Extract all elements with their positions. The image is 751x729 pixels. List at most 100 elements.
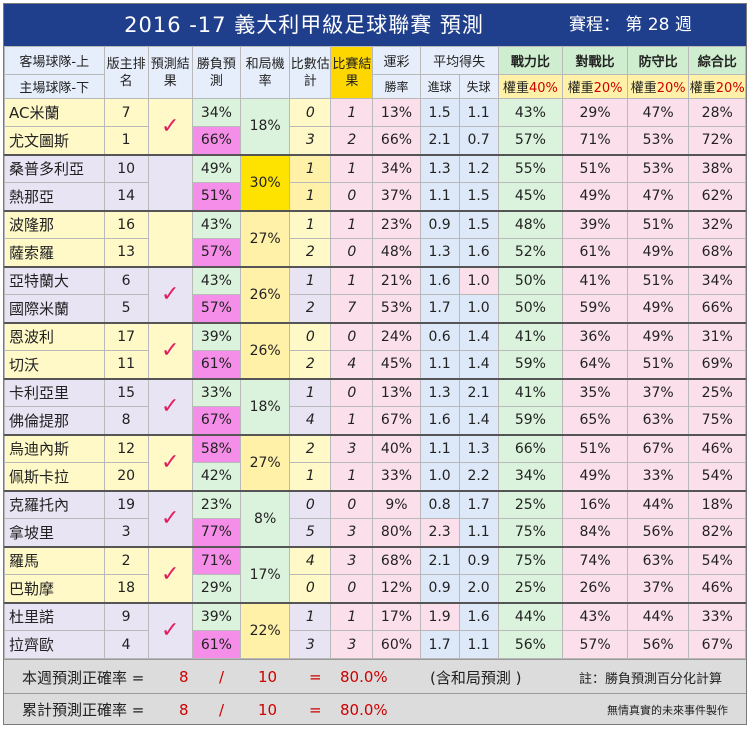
win-probability: 39%: [191, 601, 242, 631]
table-row: 亞特蘭大 6 ✓ 43% 26% 1 1 21% 1.6 1.0 50% 41% 51% 34%: [4, 265, 746, 323]
team-rank: 2: [103, 545, 149, 575]
table-row: 切沃 11 61% 2 4 45% 1.1 1.4 59% 64% 51% 69%: [4, 350, 746, 379]
stat-power: 55%: [497, 153, 564, 183]
check-mark-icon: ✓: [161, 338, 180, 363]
stat-lottery: 60%: [372, 630, 421, 659]
header-score-estimate: 比數估計: [289, 46, 332, 99]
match-result: 1: [330, 462, 374, 491]
score-estimate: 0: [289, 321, 332, 351]
stat-matchup: 57%: [562, 630, 628, 659]
draw-probability: 18%: [240, 98, 291, 155]
stat-ga: 1.5: [458, 182, 499, 211]
table-row: 克羅托內 19 ✓ 23% 8% 0 0 9% 0.8 1.7 25% 16% 44% 18%: [4, 489, 746, 547]
team-rank: 17: [103, 321, 149, 351]
stat-overall: 38%: [688, 153, 746, 183]
win-probability: 29%: [191, 574, 242, 603]
stat-defense: 37%: [626, 377, 690, 407]
stat-matchup: 74%: [562, 545, 628, 575]
check-mark-icon: ✓: [161, 618, 180, 644]
stat-defense: 44%: [626, 601, 690, 631]
prediction-result: ✓: [147, 265, 193, 323]
weekly-accuracy-label: 本週預測正確率 =: [22, 668, 145, 687]
team-rank: 13: [103, 238, 149, 267]
match-result: 1: [330, 601, 374, 631]
win-probability: 61%: [191, 630, 242, 659]
win-probability: 57%: [191, 294, 242, 323]
cumulative-equals: =: [309, 700, 322, 719]
team-name: 烏迪內斯: [4, 433, 105, 463]
cumulative-accuracy-rate: 80.0%: [340, 700, 388, 719]
team-name: 巴勒摩: [4, 574, 105, 603]
stat-defense: 49%: [626, 238, 690, 267]
stat-ga: 1.4: [458, 350, 499, 379]
weekly-total-count: 10: [258, 668, 278, 686]
team-name: 波隆那: [4, 209, 105, 239]
stat-overall: 69%: [688, 350, 746, 379]
stat-lottery: 68%: [372, 545, 421, 575]
stat-gf: 1.5: [419, 98, 460, 127]
table-row: 烏迪內斯 12 ✓ 58% 27% 2 3 40% 1.1 1.3 66% 51% 67% 46%: [4, 433, 746, 491]
team-name: 佛倫提那: [4, 406, 105, 435]
stat-lottery: 34%: [372, 153, 421, 183]
match-result: 0: [330, 182, 374, 211]
stat-overall: 31%: [688, 321, 746, 351]
match-result: 0: [330, 574, 374, 603]
table-row: 卡利亞里 15 ✓ 33% 18% 1 0 13% 1.3 2.1 41% 35% 37% 25%: [4, 377, 746, 435]
team-name: 佩斯卡拉: [4, 462, 105, 491]
table-row: 拿坡里 3 77% 5 3 80% 2.3 1.1 75% 84% 56% 82%: [4, 518, 746, 547]
team-name: AC米蘭: [4, 98, 105, 127]
stat-gf: 1.7: [419, 630, 460, 659]
prediction-table: 客場球隊-上 版主排名 預測結果 勝負預測 和局機率 比數估計 比賽結果 運彩 …: [4, 46, 746, 659]
match-result: 0: [330, 321, 374, 351]
stat-gf: 1.1: [419, 182, 460, 211]
team-rank: 20: [103, 462, 149, 491]
stat-overall: 68%: [688, 238, 746, 267]
cumulative-correct-count: 8: [179, 700, 189, 719]
stat-gf: 0.9: [419, 209, 460, 239]
stat-gf: 0.9: [419, 574, 460, 603]
stat-overall: 34%: [688, 265, 746, 295]
stat-power: 56%: [497, 630, 564, 659]
stat-gf: 1.6: [419, 406, 460, 435]
stat-power: 75%: [497, 518, 564, 547]
win-probability: 67%: [191, 406, 242, 435]
score-estimate: 3: [289, 630, 332, 659]
match-result: 1: [330, 209, 374, 239]
stat-matchup: 61%: [562, 238, 628, 267]
prediction-result: ✓: [147, 377, 193, 435]
stat-power: 59%: [497, 350, 564, 379]
cumulative-total-count: 10: [258, 700, 278, 719]
stat-gf: 0.8: [419, 489, 460, 519]
table-row: 巴勒摩 18 29% 0 0 12% 0.9 2.0 25% 26% 37% 46%: [4, 574, 746, 603]
stat-ga: 1.7: [458, 489, 499, 519]
score-estimate: 2: [289, 238, 332, 267]
header-lottery: 運彩: [372, 46, 421, 75]
stat-gf: 1.7: [419, 294, 460, 323]
match-result: 0: [330, 377, 374, 407]
stat-gf: 1.1: [419, 433, 460, 463]
stat-lottery: 21%: [372, 265, 421, 295]
team-rank: 5: [103, 294, 149, 323]
stat-ga: 2.0: [458, 574, 499, 603]
draw-probability: 26%: [240, 265, 291, 323]
stat-lottery: 13%: [372, 98, 421, 127]
table-row: 熱那亞 14 51% 1 0 37% 1.1 1.5 45% 49% 47% 62%: [4, 182, 746, 211]
score-estimate: 2: [289, 350, 332, 379]
score-estimate: 1: [289, 265, 332, 295]
page-title: 2016 -17 義大利甲級足球聯賽 預測: [124, 13, 484, 37]
draw-probability: 27%: [240, 209, 291, 267]
stat-gf: 1.6: [419, 265, 460, 295]
score-estimate: 0: [289, 98, 332, 127]
stat-overall: 67%: [688, 630, 746, 659]
score-estimate: 2: [289, 433, 332, 463]
prediction-result: ✓: [147, 545, 193, 603]
stat-power: 50%: [497, 294, 564, 323]
win-probability: 66%: [191, 126, 242, 155]
team-rank: 14: [103, 182, 149, 211]
header-power: 戰力比: [497, 46, 564, 75]
stat-overall: 33%: [688, 601, 746, 631]
check-mark-icon: ✓: [161, 394, 180, 419]
stat-ga: 1.5: [458, 209, 499, 239]
stat-defense: 44%: [626, 489, 690, 519]
match-result: 1: [330, 98, 374, 127]
